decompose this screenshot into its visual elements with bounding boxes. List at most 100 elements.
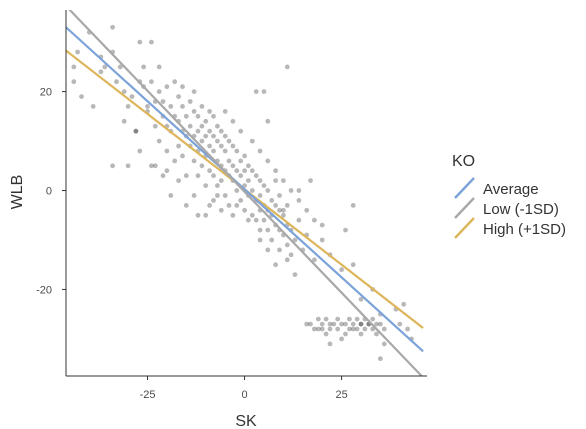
data-point bbox=[218, 128, 224, 134]
data-point bbox=[292, 237, 298, 243]
data-point bbox=[319, 326, 325, 332]
data-point bbox=[145, 104, 150, 109]
data-point bbox=[339, 336, 344, 342]
legend-label-low: Low (-1SD) bbox=[483, 201, 559, 218]
data-point bbox=[315, 326, 321, 332]
data-point bbox=[315, 316, 321, 322]
data-point bbox=[343, 331, 348, 337]
data-point bbox=[335, 326, 341, 332]
data-point bbox=[230, 143, 236, 149]
data-point bbox=[358, 321, 364, 327]
data-point bbox=[152, 123, 158, 129]
data-point bbox=[304, 321, 310, 327]
data-point bbox=[319, 222, 325, 228]
data-point bbox=[71, 64, 77, 70]
data-point bbox=[199, 104, 205, 109]
data-point bbox=[242, 207, 248, 213]
legend-key-low bbox=[454, 197, 475, 219]
data-point bbox=[257, 237, 263, 243]
data-point bbox=[339, 321, 344, 327]
data-point bbox=[296, 217, 302, 223]
data-point bbox=[176, 178, 182, 184]
data-point bbox=[323, 331, 329, 337]
data-point bbox=[378, 356, 383, 362]
data-point bbox=[114, 79, 119, 85]
data-point bbox=[284, 242, 290, 248]
data-point bbox=[90, 104, 96, 109]
data-point bbox=[304, 207, 310, 213]
data-point bbox=[218, 178, 224, 184]
data-point bbox=[191, 193, 197, 198]
data-point bbox=[381, 326, 387, 332]
data-point bbox=[242, 153, 248, 159]
data-point bbox=[405, 326, 410, 332]
data-point bbox=[125, 104, 131, 109]
data-point bbox=[257, 193, 263, 198]
y-tick-label: 20 bbox=[40, 87, 52, 99]
data-point bbox=[374, 321, 379, 327]
data-point bbox=[312, 326, 317, 332]
data-point bbox=[98, 69, 104, 75]
data-point bbox=[269, 198, 275, 203]
data-point bbox=[358, 296, 364, 302]
data-point bbox=[203, 212, 209, 218]
y-axis-title: WLB bbox=[9, 175, 26, 210]
data-point bbox=[347, 316, 352, 322]
data-point bbox=[238, 128, 244, 134]
data-point bbox=[339, 267, 344, 273]
legend-key-average bbox=[454, 177, 475, 199]
data-point bbox=[222, 148, 228, 154]
legend-label-high: High (+1SD) bbox=[483, 221, 566, 238]
data-point bbox=[378, 321, 383, 327]
data-point bbox=[257, 148, 263, 154]
data-point bbox=[230, 163, 236, 169]
data-point bbox=[261, 183, 267, 189]
data-point bbox=[323, 316, 329, 322]
data-point bbox=[335, 316, 341, 322]
data-point bbox=[381, 341, 387, 347]
data-point bbox=[362, 326, 368, 332]
data-point bbox=[187, 99, 193, 104]
data-point bbox=[215, 138, 220, 144]
data-point bbox=[273, 203, 278, 208]
data-point bbox=[358, 321, 364, 327]
data-point bbox=[343, 227, 348, 233]
data-point bbox=[195, 212, 201, 218]
data-point bbox=[347, 326, 352, 332]
data-point bbox=[211, 148, 216, 154]
data-point bbox=[195, 128, 201, 134]
data-point bbox=[350, 262, 356, 268]
data-point bbox=[183, 203, 189, 208]
data-point bbox=[203, 183, 209, 189]
data-point bbox=[199, 123, 205, 129]
data-point bbox=[164, 84, 170, 90]
data-point bbox=[374, 331, 379, 337]
data-point bbox=[222, 109, 228, 114]
data-point bbox=[292, 272, 298, 277]
data-point bbox=[207, 203, 213, 208]
data-point bbox=[168, 193, 174, 198]
data-point bbox=[172, 158, 178, 164]
data-point bbox=[249, 212, 255, 218]
data-point bbox=[75, 49, 80, 55]
scatter-points bbox=[71, 24, 414, 362]
data-point bbox=[238, 198, 244, 203]
data-point bbox=[350, 203, 356, 208]
data-point bbox=[319, 321, 325, 327]
data-point bbox=[125, 163, 131, 169]
data-point bbox=[273, 262, 278, 268]
data-point bbox=[331, 321, 337, 327]
data-point bbox=[242, 168, 248, 174]
data-point bbox=[199, 138, 205, 144]
data-point bbox=[226, 203, 232, 208]
data-point bbox=[156, 64, 162, 70]
x-tick-label: 25 bbox=[335, 389, 347, 401]
data-point bbox=[246, 163, 251, 169]
data-point bbox=[234, 148, 240, 154]
data-point bbox=[176, 143, 182, 149]
data-point bbox=[102, 64, 108, 70]
data-point bbox=[401, 301, 407, 307]
data-point bbox=[211, 113, 216, 119]
data-point bbox=[327, 341, 333, 347]
